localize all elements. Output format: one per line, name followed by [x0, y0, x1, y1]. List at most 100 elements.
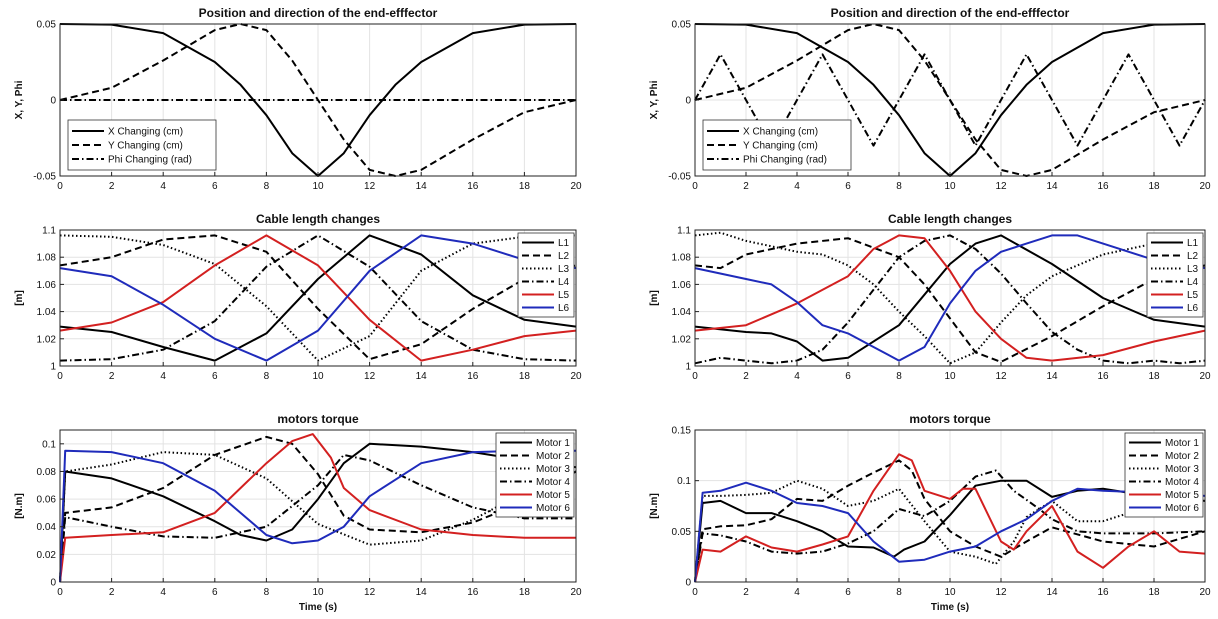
x-tick-label: 12	[364, 181, 376, 192]
y-tick-label: -0.05	[33, 172, 56, 183]
chart-mr: 0 2 4 6 8 10 12 14 16 18 20 1 1.02 1.04 1.06 1.08 1.1 Cab…	[649, 212, 1211, 382]
series-line-3	[59, 451, 577, 583]
legend: L1 L2 L3 L4 L5 L6	[517, 232, 575, 318]
y-tick-label: -0.05	[668, 172, 691, 183]
x-tick-label: 16	[467, 587, 479, 598]
legend-label: X Changing (cm)	[108, 127, 183, 138]
chart-title: Cable length changes	[888, 212, 1012, 226]
y-tick-label: 0	[685, 96, 691, 107]
y-tick-label: 1.1	[677, 226, 691, 237]
y-tick-label: 1.04	[672, 307, 692, 318]
x-tick-label: 0	[692, 371, 698, 382]
x-tick-label: 8	[264, 371, 270, 382]
legend: Motor 1 Motor 2 Motor 3 Motor 4 Motor 5 Motor…	[495, 432, 575, 518]
x-tick-label: 8	[264, 181, 270, 192]
series-line-2	[59, 435, 577, 583]
x-tick-label: 4	[794, 181, 800, 192]
x-tick-label: 10	[312, 181, 324, 192]
x-tick-label: 4	[160, 181, 166, 192]
x-tick-label: 20	[570, 181, 582, 192]
series-line-6	[59, 449, 576, 583]
chart-title: motors torque	[909, 412, 991, 426]
legend-box	[1146, 232, 1204, 318]
series-line-2	[694, 237, 1206, 363]
legend-label: L5	[1187, 290, 1199, 301]
y-tick-label: 0	[50, 96, 56, 107]
chart-title: Cable length changes	[256, 212, 380, 226]
series-line-3	[694, 231, 1206, 365]
series-line-1	[59, 442, 577, 583]
x-tick-label: 18	[519, 587, 531, 598]
x-tick-label: 18	[519, 181, 531, 192]
x-tick-label: 6	[212, 371, 218, 382]
y-tick-label: 0.05	[672, 20, 692, 31]
y-tick-label: 1.1	[42, 226, 56, 237]
legend-label: Motor 3	[1165, 464, 1199, 475]
legend-label: Phi Changing (rad)	[108, 155, 192, 166]
y-tick-label: 0.02	[37, 550, 57, 561]
series-line-5	[694, 234, 1206, 362]
y-tick-label: 0.15	[672, 426, 692, 437]
y-tick-label: 1	[50, 362, 56, 373]
y-tick-label: 1.08	[672, 253, 692, 264]
legend-label: L6	[1187, 303, 1199, 314]
x-tick-label: 6	[845, 181, 851, 192]
x-tick-label: 14	[416, 181, 428, 192]
x-tick-label: 12	[995, 371, 1007, 382]
x-tick-label: 6	[845, 587, 851, 598]
legend-label: L1	[558, 238, 570, 249]
x-tick-label: 16	[1097, 371, 1109, 382]
x-tick-label: 6	[212, 587, 218, 598]
y-tick-label: 0.04	[37, 522, 57, 533]
x-tick-label: 16	[1097, 181, 1109, 192]
x-tick-label: 16	[1097, 587, 1109, 598]
x-tick-label: 14	[416, 371, 428, 382]
legend-box	[67, 119, 217, 171]
legend-box	[1124, 432, 1204, 518]
series-line-1	[59, 234, 577, 362]
y-axis-label: [m]	[14, 290, 25, 306]
x-tick-label: 18	[519, 371, 531, 382]
x-tick-label: 18	[1148, 371, 1160, 382]
legend-label: Motor 2	[536, 451, 570, 462]
legend: X Changing (cm) Y Changing (cm) Phi Changi…	[702, 119, 852, 171]
x-tick-label: 12	[995, 587, 1007, 598]
x-tick-label: 20	[1199, 371, 1211, 382]
x-tick-label: 12	[995, 181, 1007, 192]
y-axis-label: X, Y, Phi	[14, 80, 25, 119]
x-tick-label: 20	[570, 587, 582, 598]
legend-label: Motor 4	[536, 477, 570, 488]
y-tick-label: 1.06	[37, 280, 57, 291]
x-tick-label: 10	[944, 371, 956, 382]
x-tick-label: 8	[264, 587, 270, 598]
legend-label: Motor 6	[536, 503, 570, 514]
series-line-1	[694, 234, 1206, 362]
y-tick-label: 0.06	[37, 495, 57, 506]
x-tick-label: 10	[312, 587, 324, 598]
chart-title: Position and direction of the end-efffec…	[831, 6, 1070, 20]
series-line-4	[59, 453, 576, 583]
series-line-5	[59, 433, 576, 583]
series-line-6	[694, 481, 1206, 583]
chart-bl: 0 2 4 6 8 10 12 14 16 18 20 0 0.02 0.04 0.06 0.08 0.1 mot…	[14, 412, 582, 613]
legend-label: L1	[1187, 238, 1199, 249]
y-tick-label: 0.1	[42, 439, 56, 450]
legend-label: L4	[1187, 277, 1199, 288]
series-line-4	[694, 469, 1206, 583]
series-line-6	[59, 234, 577, 362]
series-line-4	[59, 234, 577, 362]
legend-label: Motor 1	[536, 438, 570, 449]
legend-label: L2	[1187, 251, 1199, 262]
x-tick-label: 10	[312, 371, 324, 382]
x-tick-label: 2	[743, 587, 749, 598]
x-tick-label: 4	[160, 371, 166, 382]
x-tick-label: 6	[212, 181, 218, 192]
x-tick-label: 12	[364, 371, 376, 382]
y-tick-label: 0	[685, 578, 691, 589]
series-line-4	[694, 234, 1206, 365]
series-line-3	[59, 234, 577, 362]
legend-label: Motor 1	[1165, 438, 1199, 449]
y-axis-label: [N.m]	[14, 493, 25, 519]
